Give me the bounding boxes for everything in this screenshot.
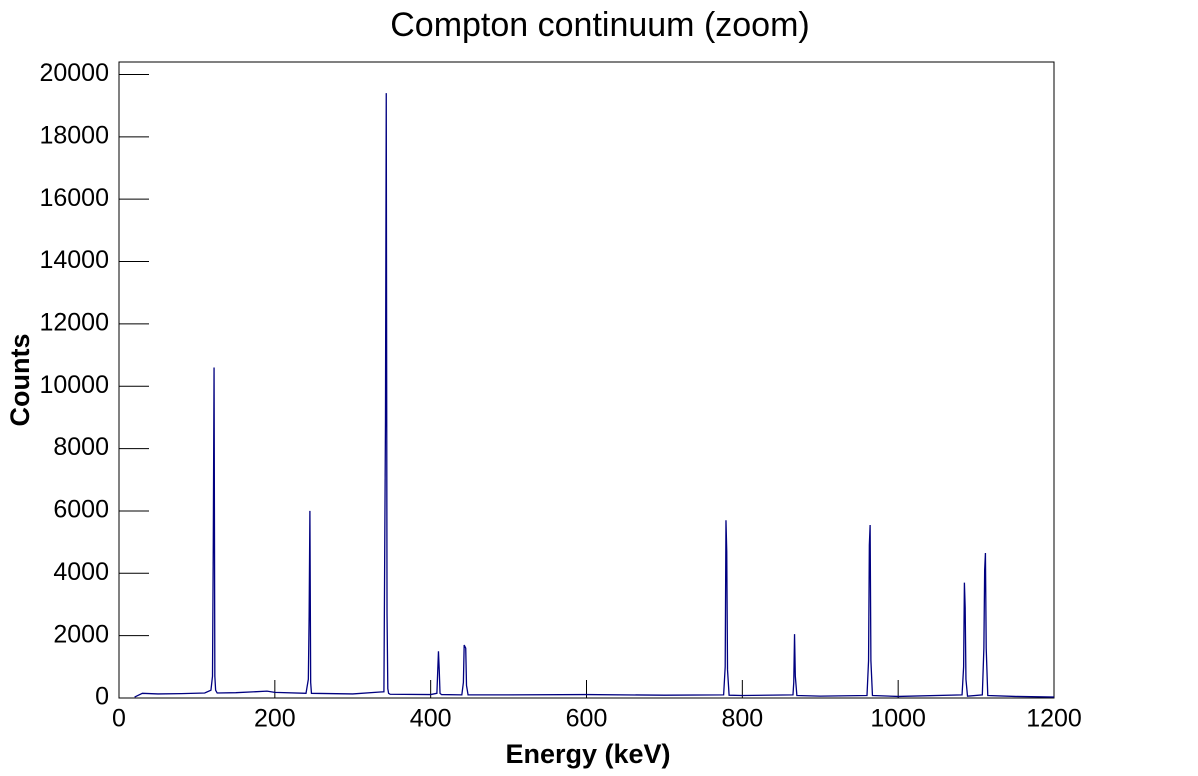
y-tick-label: 0 [95,683,109,711]
y-tick-label: 6000 [53,496,109,524]
x-tick-label: 1000 [870,705,926,733]
y-tick-label: 10000 [39,371,109,399]
x-tick-label: 600 [566,705,608,733]
x-tick-label: 800 [721,705,763,733]
y-tick-label: 8000 [53,433,109,461]
y-tick-label: 14000 [39,246,109,274]
x-tick-label: 400 [410,705,452,733]
x-tick-label: 0 [112,705,126,733]
x-tick-label: 200 [254,705,296,733]
y-tick-label: 20000 [39,59,109,87]
y-axis-label: Counts [5,334,35,427]
y-tick-label: 2000 [53,620,109,648]
x-tick-label: 1200 [1026,705,1082,733]
data-line [134,93,1055,698]
y-tick-label: 16000 [39,184,109,212]
y-tick-label: 4000 [53,558,109,586]
x-axis-label: Energy (keV) [505,739,670,769]
y-tick-label: 12000 [39,308,109,336]
chart-title: Compton continuum (zoom) [390,6,810,44]
y-tick-label: 18000 [39,121,109,149]
